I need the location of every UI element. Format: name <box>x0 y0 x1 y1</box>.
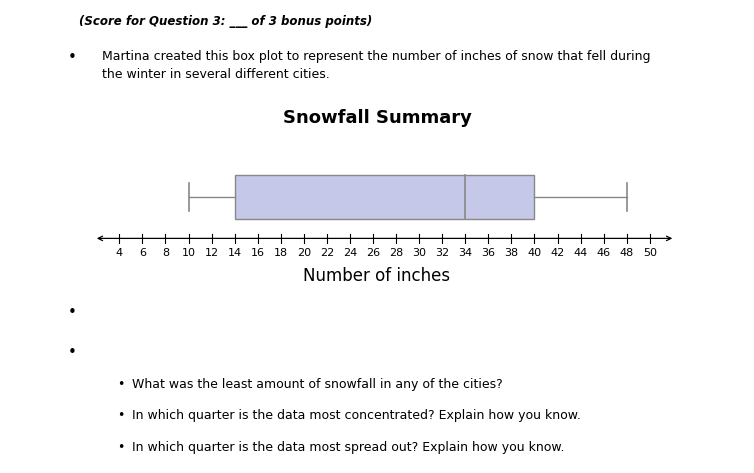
Text: 26: 26 <box>366 248 380 258</box>
Text: 18: 18 <box>274 248 288 258</box>
Text: 36: 36 <box>481 248 495 258</box>
Text: 8: 8 <box>162 248 169 258</box>
Text: 30: 30 <box>412 248 426 258</box>
Text: 28: 28 <box>389 248 403 258</box>
Bar <box>234 175 535 219</box>
Text: the winter in several different cities.: the winter in several different cities. <box>102 68 329 81</box>
Text: Snowfall Summary: Snowfall Summary <box>283 109 471 127</box>
Text: 40: 40 <box>527 248 541 258</box>
Text: 12: 12 <box>204 248 219 258</box>
Text: 6: 6 <box>139 248 146 258</box>
Text: •: • <box>117 409 124 422</box>
Text: 32: 32 <box>435 248 449 258</box>
Text: •: • <box>68 305 77 320</box>
Text: 14: 14 <box>228 248 242 258</box>
Text: •: • <box>117 378 124 391</box>
Text: 22: 22 <box>320 248 334 258</box>
Text: 16: 16 <box>250 248 265 258</box>
Text: 34: 34 <box>458 248 472 258</box>
Text: •: • <box>68 50 77 65</box>
Text: In which quarter is the data most spread out? Explain how you know.: In which quarter is the data most spread… <box>132 441 565 454</box>
Text: 24: 24 <box>343 248 357 258</box>
Text: •: • <box>117 441 124 454</box>
Text: 48: 48 <box>620 248 634 258</box>
Text: Number of inches: Number of inches <box>303 267 451 285</box>
Text: 46: 46 <box>596 248 611 258</box>
Text: Martina created this box plot to represent the number of inches of snow that fel: Martina created this box plot to represe… <box>102 50 650 62</box>
Text: 42: 42 <box>550 248 565 258</box>
Text: In which quarter is the data most concentrated? Explain how you know.: In which quarter is the data most concen… <box>132 409 581 422</box>
Text: What was the least amount of snowfall in any of the cities?: What was the least amount of snowfall in… <box>132 378 503 391</box>
Text: 20: 20 <box>297 248 311 258</box>
Text: 10: 10 <box>182 248 195 258</box>
Text: (Score for Question 3: ___ of 3 bonus points): (Score for Question 3: ___ of 3 bonus po… <box>79 15 372 28</box>
Text: •: • <box>68 345 77 360</box>
Text: 44: 44 <box>574 248 587 258</box>
Text: 50: 50 <box>642 248 657 258</box>
Text: 4: 4 <box>116 248 123 258</box>
Text: 38: 38 <box>504 248 519 258</box>
